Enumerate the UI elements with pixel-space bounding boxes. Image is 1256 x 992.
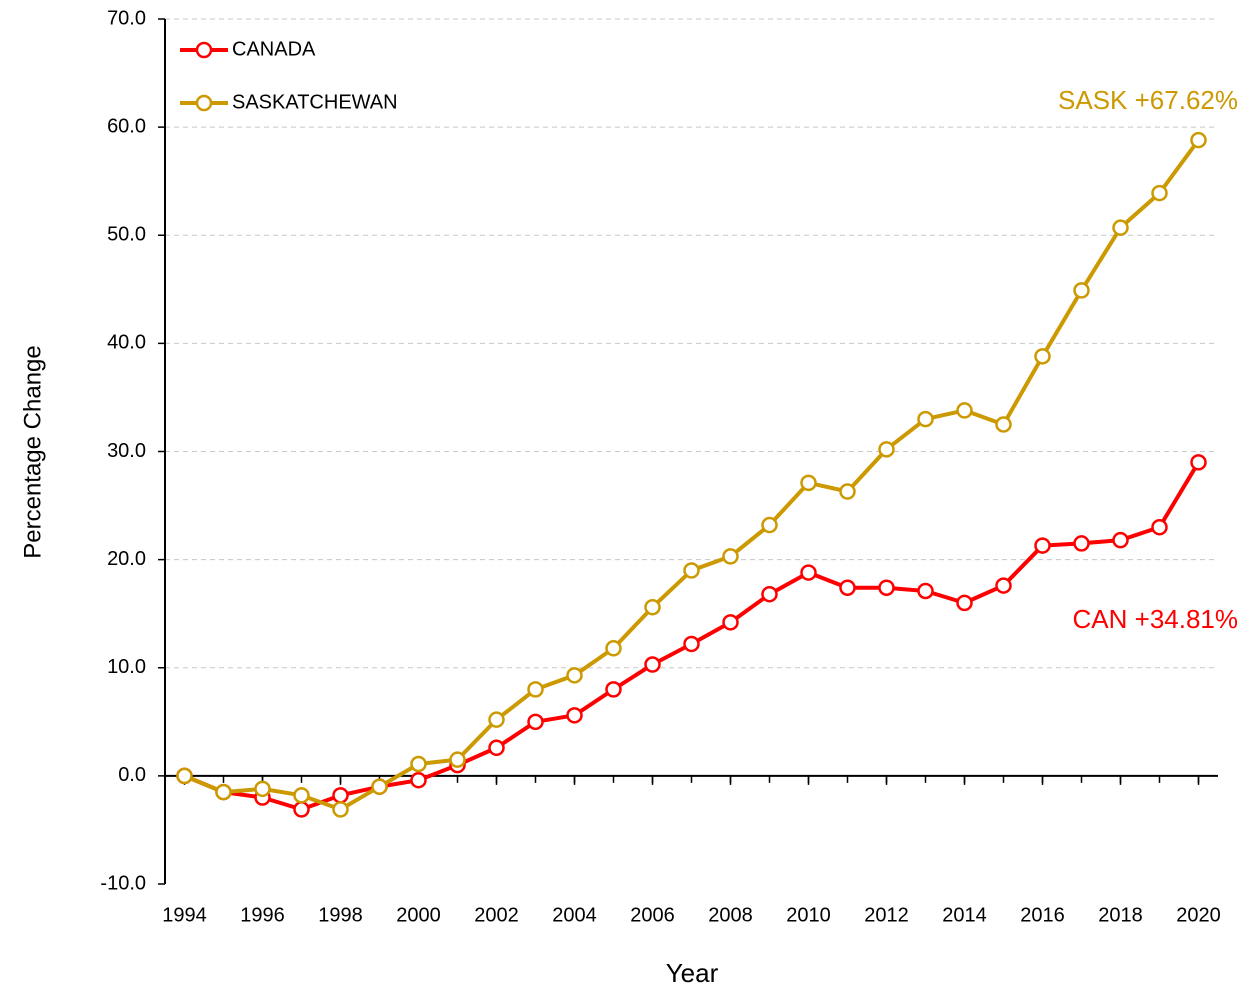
point bbox=[839, 483, 856, 500]
point bbox=[176, 767, 193, 785]
point bbox=[332, 787, 349, 804]
point bbox=[1034, 537, 1051, 554]
point bbox=[215, 783, 232, 801]
x-tick-label: 2010 bbox=[786, 904, 831, 926]
y-tick-label: 30.0 bbox=[107, 440, 146, 462]
y-tick-label: -10.0 bbox=[100, 872, 146, 894]
x-tick-label: 2008 bbox=[708, 904, 753, 926]
point bbox=[488, 711, 505, 728]
point bbox=[371, 778, 388, 795]
x-axis-title: Year bbox=[666, 958, 719, 988]
point bbox=[1073, 282, 1090, 299]
point bbox=[995, 416, 1012, 433]
legend-label: CANADA bbox=[232, 38, 316, 60]
point bbox=[956, 594, 973, 612]
x-tick-label: 2014 bbox=[942, 904, 987, 926]
point bbox=[1151, 184, 1168, 202]
annotation: CAN +34.81% bbox=[1073, 604, 1238, 634]
point bbox=[722, 548, 739, 565]
point bbox=[566, 667, 583, 684]
point bbox=[605, 681, 622, 698]
point bbox=[293, 801, 310, 818]
point bbox=[761, 585, 778, 603]
point bbox=[605, 640, 622, 657]
point bbox=[1112, 531, 1129, 549]
point bbox=[839, 579, 856, 596]
x-tick-label: 1996 bbox=[240, 904, 285, 926]
x-tick-label: 2020 bbox=[1176, 904, 1221, 926]
point bbox=[410, 771, 427, 789]
point bbox=[683, 635, 700, 653]
point bbox=[254, 780, 271, 798]
point bbox=[722, 614, 739, 631]
y-tick-label: 70.0 bbox=[107, 7, 146, 29]
x-tick-label: 1998 bbox=[318, 904, 363, 926]
point bbox=[683, 562, 700, 579]
legend-marker bbox=[195, 94, 213, 112]
point bbox=[878, 441, 895, 458]
point bbox=[527, 713, 544, 731]
point bbox=[644, 656, 661, 673]
point bbox=[1190, 454, 1207, 471]
point bbox=[293, 787, 310, 804]
point bbox=[527, 681, 544, 698]
point bbox=[917, 410, 934, 428]
point bbox=[995, 577, 1012, 594]
x-tick-label: 2006 bbox=[630, 904, 675, 926]
x-tick-label: 2012 bbox=[864, 904, 909, 926]
series-line bbox=[183, 138, 1201, 812]
legend-label: SASKATCHEWAN bbox=[232, 91, 398, 113]
annotation: SASK +67.62% bbox=[1058, 85, 1238, 115]
x-tick-label: 2016 bbox=[1020, 904, 1065, 926]
point bbox=[917, 582, 934, 600]
point bbox=[1034, 348, 1051, 365]
point bbox=[800, 564, 817, 581]
point bbox=[800, 474, 817, 492]
point bbox=[332, 801, 349, 818]
point bbox=[566, 707, 583, 724]
point bbox=[878, 579, 895, 596]
x-tick-label: 2002 bbox=[474, 904, 519, 926]
y-tick-label: 10.0 bbox=[107, 656, 146, 678]
point bbox=[1112, 219, 1129, 236]
x-tick-label: 2000 bbox=[396, 904, 441, 926]
point bbox=[1151, 518, 1168, 536]
x-tick-label: 1994 bbox=[162, 904, 207, 926]
point bbox=[761, 516, 778, 534]
point bbox=[1190, 131, 1207, 149]
x-tick-label: 2018 bbox=[1098, 904, 1143, 926]
point bbox=[410, 755, 427, 773]
y-tick-label: 20.0 bbox=[107, 548, 146, 570]
y-tick-label: 60.0 bbox=[107, 115, 146, 137]
point bbox=[1073, 535, 1090, 552]
y-axis-title: Percentage Change bbox=[19, 345, 46, 559]
y-tick-label: 0.0 bbox=[118, 764, 146, 786]
y-tick-label: 40.0 bbox=[107, 332, 146, 354]
x-tick-label: 2004 bbox=[552, 904, 597, 926]
legend-marker bbox=[195, 41, 213, 59]
y-tick-label: 50.0 bbox=[107, 224, 146, 246]
point bbox=[644, 598, 661, 616]
point bbox=[956, 402, 973, 419]
point bbox=[449, 751, 466, 768]
point bbox=[488, 739, 505, 757]
